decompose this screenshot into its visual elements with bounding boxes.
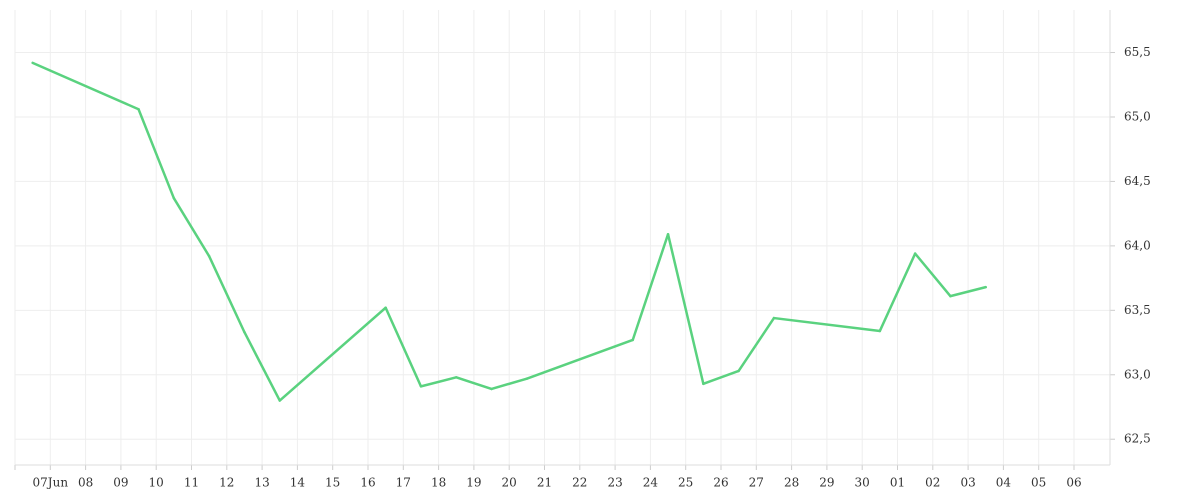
x-tick-label: 03 [960,476,975,490]
x-tick-label: 27 [749,476,764,490]
x-tick-label: 19 [466,476,481,490]
x-tick-label: 11 [184,476,199,490]
line-segment [525,338,634,380]
x-tick-label: 26 [713,476,728,490]
line-segment [666,233,705,386]
line-segment [243,330,281,402]
x-tick-label: 22 [572,476,587,490]
line-segment [949,285,987,298]
y-tick-label: 62,5 [1124,432,1151,446]
x-tick-label: 10 [149,476,164,490]
line-segment [631,233,670,342]
x-tick-label: 12 [219,476,234,490]
line-segment [878,252,917,333]
line-segment [490,377,529,391]
y-tick-label: 64,0 [1124,238,1151,252]
x-tick-label: 23 [607,476,622,490]
line-segment [207,254,246,334]
x-tick-label: 14 [290,476,306,490]
x-tick-label: 25 [678,476,693,490]
line-segment [702,369,740,386]
y-tick-label: 63,5 [1124,303,1151,317]
x-tick-label: 15 [325,476,340,490]
line-segment [384,306,423,388]
line-segment [913,252,952,298]
x-tick-label: 02 [925,476,940,490]
line-segment [737,316,776,373]
x-tick-label: 29 [819,476,834,490]
x-tick-label: 07Jun [33,476,69,490]
x-tick-label: 08 [78,476,93,490]
x-tick-label: 04 [996,476,1012,490]
x-tick-label: 18 [431,476,446,490]
y-tick-label: 65,5 [1124,45,1151,59]
y-tick-label: 65,0 [1124,109,1151,123]
x-tick-label: 28 [784,476,799,490]
x-tick-label: 30 [855,476,870,490]
line-segment [172,196,211,258]
x-tick-label: 24 [643,476,659,490]
line-segment [772,316,882,333]
x-tick-label: 01 [890,476,905,490]
y-tick-label: 64,5 [1124,174,1151,188]
x-tick-label: 09 [113,476,128,490]
x-tick-label: 16 [360,476,375,490]
line-segment [419,376,458,388]
line-segment [278,306,387,402]
line-segment [137,107,176,200]
y-tick-label: 63,0 [1124,367,1151,381]
x-tick-label: 20 [502,476,517,490]
x-tick-label: 13 [254,476,269,490]
line-segment [455,376,493,391]
line-segment [31,61,140,111]
x-tick-label: 05 [1031,476,1046,490]
x-tick-label: 21 [537,476,552,490]
x-tick-label: 06 [1066,476,1081,490]
x-tick-label: 17 [396,476,411,490]
